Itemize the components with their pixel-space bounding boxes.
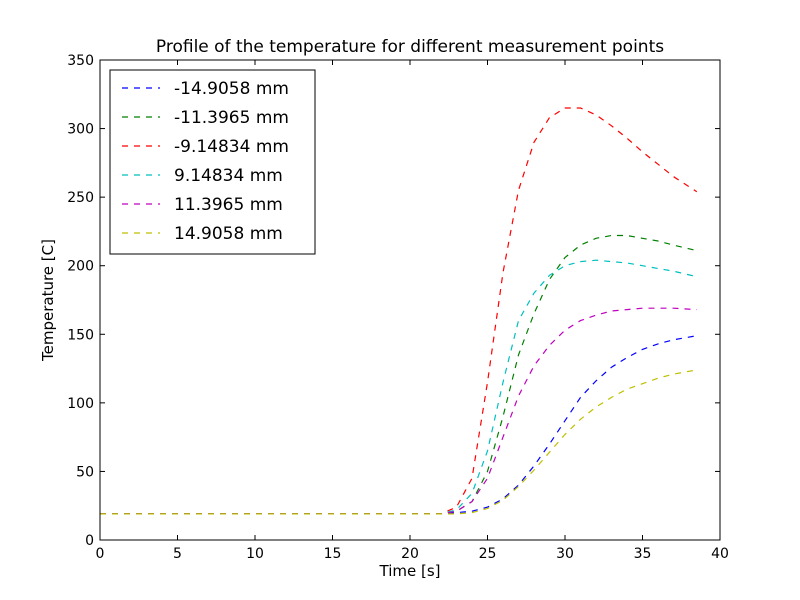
- x-tick-label: 5: [173, 546, 182, 562]
- x-tick-label: 0: [96, 546, 105, 562]
- legend-label: -9.14834 mm: [174, 137, 289, 157]
- y-tick-label: 200: [67, 259, 94, 275]
- x-tick-label: 10: [246, 546, 264, 562]
- x-tick-label: 40: [711, 546, 729, 562]
- y-tick-label: 150: [67, 327, 94, 343]
- legend-box: [109, 69, 316, 255]
- x-axis-label: Time [s]: [379, 562, 441, 580]
- y-tick-label: 0: [85, 533, 94, 549]
- series-line-6: [100, 369, 697, 515]
- x-tick-label: 20: [401, 546, 419, 562]
- y-tick-label: 250: [67, 190, 94, 206]
- x-tick-label: 15: [324, 546, 342, 562]
- legend-label: 11.3965 mm: [174, 195, 283, 215]
- series-line-5: [100, 307, 697, 515]
- y-tick-label: 50: [76, 464, 94, 480]
- x-tick-label: 35: [634, 546, 652, 562]
- y-tick-label: 100: [67, 396, 94, 412]
- x-tick-label: 25: [479, 546, 497, 562]
- series-line-2: [100, 234, 697, 515]
- y-tick-label: 350: [67, 53, 94, 69]
- legend-label: -11.3965 mm: [174, 108, 289, 128]
- y-tick-label: 300: [67, 122, 94, 138]
- legend-label: -14.9058 mm: [174, 79, 289, 99]
- y-axis-label: Temperature [C]: [39, 239, 57, 362]
- plot-area: 0 5 10 15 20 25 30 35 40 0 50 100 150 200 250 300 350 -14…: [67, 53, 729, 562]
- chart-title: Profile of the temperature for different…: [156, 37, 664, 57]
- series-line-1: [100, 335, 697, 515]
- legend-label: 14.9058 mm: [174, 224, 283, 244]
- x-tick-label: 30: [556, 546, 574, 562]
- legend-label: 9.14834 mm: [174, 166, 283, 186]
